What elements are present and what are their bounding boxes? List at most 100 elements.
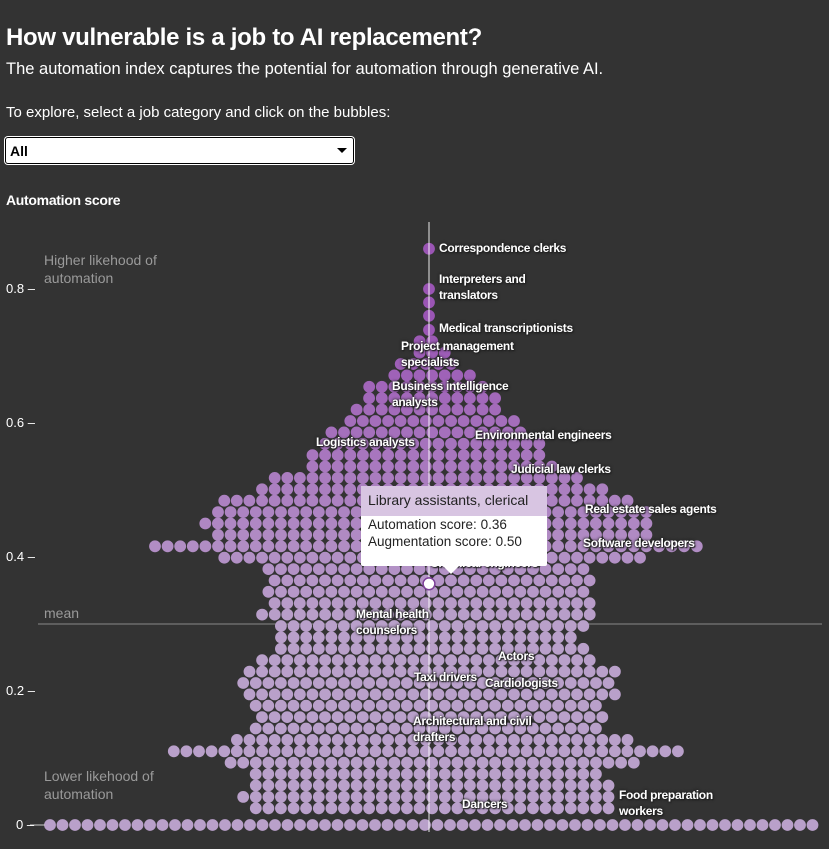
job-bubble[interactable] [306,608,319,621]
job-bubble[interactable] [388,779,401,792]
job-bubble[interactable] [602,517,615,530]
job-bubble[interactable] [413,563,426,575]
job-bubble[interactable] [577,620,590,632]
job-bubble[interactable] [256,654,268,667]
job-bubble[interactable] [451,403,464,416]
job-bubble[interactable] [413,642,426,655]
job-bubble[interactable] [319,483,331,496]
job-bubble[interactable] [552,585,565,598]
job-bubble[interactable] [413,392,426,405]
job-bubble[interactable] [325,426,338,439]
job-bubble[interactable] [445,415,457,427]
job-bubble[interactable] [338,699,350,712]
job-bubble[interactable] [470,711,483,723]
job-bubble[interactable] [413,802,426,815]
job-bubble[interactable] [533,472,546,484]
job-bubble[interactable] [413,779,426,792]
job-bubble[interactable] [394,711,407,723]
job-bubble[interactable] [571,551,583,564]
job-bubble[interactable] [218,551,231,564]
job-bubble[interactable] [212,517,224,530]
job-bubble[interactable] [312,677,325,689]
job-bubble[interactable] [256,734,268,746]
job-bubble[interactable] [476,380,489,393]
job-bubble[interactable] [495,608,508,621]
job-bubble[interactable] [520,654,533,667]
job-bubble[interactable] [262,802,275,815]
job-bubble[interactable] [350,768,363,780]
job-bubble[interactable] [388,677,401,689]
job-bubble[interactable] [350,529,363,541]
job-bubble[interactable] [369,665,382,678]
job-bubble[interactable] [438,392,451,405]
job-bubble[interactable] [419,460,432,473]
job-bubble[interactable] [331,654,344,667]
job-bubble[interactable] [94,819,106,831]
job-bubble[interactable] [325,540,338,553]
job-bubble[interactable] [489,563,501,575]
job-bubble[interactable] [445,665,457,678]
job-bubble[interactable] [489,631,502,644]
job-bubble[interactable] [407,449,420,462]
job-bubble[interactable] [508,654,520,667]
job-bubble[interactable] [382,608,394,621]
job-bubble[interactable] [268,597,281,610]
job-bubble[interactable] [520,711,533,723]
job-bubble[interactable] [590,540,602,553]
job-bubble[interactable] [420,415,432,427]
job-bubble[interactable] [244,819,256,831]
job-bubble[interactable] [552,768,564,780]
job-bubble[interactable] [464,802,476,815]
job-bubble[interactable] [608,494,621,507]
job-bubble[interactable] [237,506,250,518]
job-bubble[interactable] [319,494,331,507]
job-bubble[interactable] [325,563,338,575]
job-bubble[interactable] [319,449,331,462]
job-bubble[interactable] [388,392,401,405]
job-bubble[interactable] [306,734,319,746]
job-bubble[interactable] [615,517,627,530]
job-bubble[interactable] [199,540,212,553]
job-bubble[interactable] [476,642,489,655]
job-bubble[interactable] [564,722,577,735]
job-bubble[interactable] [594,819,606,831]
job-bubble[interactable] [533,449,546,462]
job-bubble[interactable] [501,768,514,780]
job-bubble[interactable] [520,437,533,450]
job-bubble[interactable] [338,540,350,553]
job-bubble[interactable] [275,642,287,655]
job-bubble[interactable] [262,506,275,518]
job-bubble[interactable] [520,597,533,610]
job-bubble[interactable] [669,819,681,831]
job-bubble[interactable] [577,768,590,780]
job-bubble[interactable] [508,449,520,462]
job-bubble[interactable] [363,563,376,575]
job-bubble[interactable] [401,403,413,416]
job-bubble[interactable] [577,529,590,541]
job-bubble[interactable] [300,506,313,518]
job-bubble[interactable] [457,574,470,587]
job-bubble[interactable] [609,734,621,746]
job-bubble[interactable] [300,756,312,769]
job-bubble[interactable] [357,608,369,621]
job-bubble[interactable] [564,791,577,803]
job-bubble[interactable] [312,517,325,530]
job-bubble[interactable] [218,745,231,758]
job-bubble[interactable] [294,734,306,746]
job-bubble[interactable] [350,540,363,553]
job-bubble[interactable] [552,722,564,735]
job-bubble[interactable] [483,688,495,701]
job-bubble[interactable] [331,472,344,484]
job-bubble[interactable] [69,819,81,831]
job-bubble[interactable] [445,654,457,667]
job-bubble[interactable] [401,380,413,393]
job-bubble[interactable] [275,631,287,644]
job-bubble[interactable] [338,426,350,439]
job-label[interactable]: Interpreters and translators [439,272,526,302]
job-bubble[interactable] [539,620,552,632]
job-bubble[interactable] [375,802,388,815]
job-bubble[interactable] [338,529,350,541]
job-bubble[interactable] [608,551,621,564]
job-bubble[interactable] [571,711,583,723]
job-bubble[interactable] [262,517,275,530]
